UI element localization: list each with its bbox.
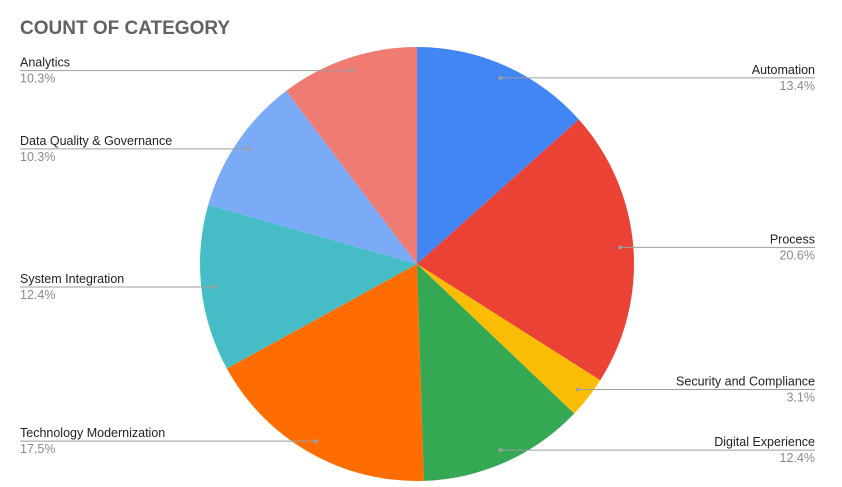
leader-lines (20, 68, 815, 453)
slice-value-analytics: 10.3% (20, 72, 55, 86)
slice-value-system-integration: 12.4% (20, 288, 55, 302)
slice-label-system-integration: System Integration (20, 272, 124, 286)
slice-value-process: 20.6% (780, 248, 815, 262)
slice-labels: Automation 13.4% Process 20.6% Security and … (20, 56, 815, 466)
pie-slice-data-quality-and-governance (208, 90, 417, 264)
slice-value-digital-experience: 12.4% (780, 451, 815, 465)
pie-slices (199, 47, 634, 481)
pie-slice-technology-modernization (226, 264, 424, 481)
pie-slice-process (417, 119, 634, 381)
slice-value-security-and-compliance: 3.1% (787, 391, 816, 405)
pie-slice-analytics (286, 47, 417, 264)
slice-value-automation: 13.4% (780, 79, 815, 93)
pie-slice-digital-experience (417, 264, 575, 481)
pie-slice-security-and-compliance (417, 264, 601, 414)
chart-title: COUNT OF CATEGORY (20, 18, 230, 39)
slice-label-security-and-compliance: Security and Compliance (676, 375, 815, 389)
slice-label-data-quality-and-governance: Data Quality & Governance (20, 134, 172, 148)
pie-slice-system-integration (199, 204, 417, 369)
slice-label-process: Process (770, 232, 815, 246)
slice-label-automation: Automation (752, 63, 815, 77)
slice-label-technology-modernization: Technology Modernization (20, 426, 165, 440)
slice-value-data-quality-and-governance: 10.3% (20, 150, 55, 164)
slice-label-digital-experience: Digital Experience (714, 435, 815, 449)
pie-slice-automation (417, 47, 579, 264)
slice-value-technology-modernization: 17.5% (20, 442, 55, 456)
slice-label-analytics: Analytics (20, 56, 70, 70)
